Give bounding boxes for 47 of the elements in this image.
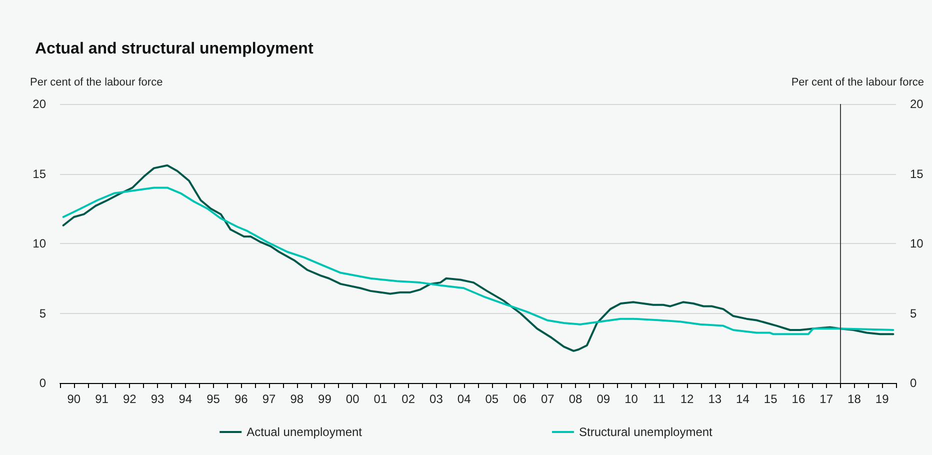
chart-title: Actual and structural unemployment <box>35 40 314 58</box>
y2-tick-label: 0 <box>910 376 917 390</box>
x-tick-label: 08 <box>568 392 583 406</box>
x-tick-label: 14 <box>736 392 750 406</box>
line-series <box>62 164 894 352</box>
x-tick-label: 02 <box>402 392 416 406</box>
legend-label: Actual unemployment <box>246 425 363 439</box>
x-tick-label: 04 <box>457 392 472 406</box>
y2-tick-label: 20 <box>910 97 924 111</box>
x-tick-label: 01 <box>374 392 388 406</box>
x-tick-label: 97 <box>262 392 276 406</box>
y-tick-label: 0 <box>39 376 46 390</box>
y-tick-label: 20 <box>32 97 46 111</box>
y2-axis-title: Per cent of the labour force <box>791 76 924 88</box>
x-tick-label: 94 <box>178 392 192 406</box>
x-tick-label: 92 <box>122 392 137 406</box>
x-tick-label: 13 <box>708 392 722 406</box>
y2-tick-label: 15 <box>910 166 924 181</box>
y-axis-title: Per cent of the labour force <box>30 76 163 88</box>
x-tick-label: 16 <box>792 392 806 406</box>
x-tick-label: 03 <box>430 392 444 406</box>
x-tick-label: 17 <box>820 392 834 406</box>
x-tick-label: 96 <box>234 392 248 406</box>
x-tick-label: 91 <box>95 392 109 406</box>
x-tick-label: 18 <box>848 392 862 406</box>
x-tick-label: 15 <box>764 392 778 406</box>
x-tick-label: 07 <box>540 392 555 406</box>
y-tick-label: 10 <box>32 236 46 250</box>
x-tick-label: 10 <box>624 392 638 406</box>
x-tick-label: 93 <box>150 392 165 406</box>
legend-label: Structural unemployment <box>579 425 714 439</box>
y2-tick-label: 10 <box>910 236 924 250</box>
x-tick-label: 90 <box>67 392 81 406</box>
x-tick-label: 09 <box>596 392 610 406</box>
x-tick-label: 12 <box>680 392 694 406</box>
y-tick-label: 5 <box>39 306 46 320</box>
x-tick-label: 00 <box>346 392 360 406</box>
y2-tick-label: 5 <box>910 306 917 320</box>
x-tick-label: 05 <box>485 392 499 406</box>
x-tick-label: 11 <box>652 392 666 406</box>
y-tick-label: 15 <box>32 166 46 181</box>
line-series <box>62 186 894 336</box>
x-tick-label: 06 <box>513 392 527 406</box>
x-tick-label: 19 <box>875 392 890 406</box>
x-tick-label: 98 <box>290 392 304 406</box>
x-tick-label: 99 <box>318 392 332 406</box>
x-tick-label: 95 <box>206 392 220 406</box>
